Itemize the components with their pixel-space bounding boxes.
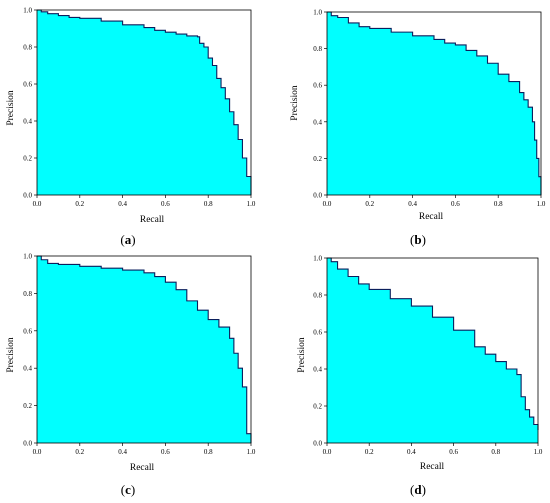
panel-d-x-tick-label: 0.4 [407,448,416,456]
panel-d-y-tick-label: 0.4 [313,366,322,374]
panel-a-frame [36,9,252,196]
panel-b-x-tick-label: 0.2 [365,200,374,208]
panel-d-y-tick-label: 0.2 [313,403,322,411]
panel-c-x-axis-title: Recall [130,463,155,473]
panel-b-y-tick-label: 1.0 [313,9,322,17]
panel-a-y-tick-label: 1.0 [23,7,32,15]
panel-c-x-tick-label: 0.2 [75,448,84,456]
panel-d-y-axis-title: Precision [297,337,307,373]
panel-b-y-tick-label: 0.6 [313,82,322,90]
panel-d-x-tick-label: 0.2 [365,448,374,456]
panel-d-y-tick-label: 0.8 [313,292,322,300]
panel-b-x-tick-label: 0.4 [408,200,417,208]
panel-b-curve-line [327,11,542,195]
panel-d-x-tick-label: 0.8 [491,448,500,456]
panel-d-x-tick-label: 0.0 [323,448,332,456]
panel-a-x-tick-label: 0.8 [204,200,213,208]
panel-d-label: (d) [410,482,426,497]
panel-c-x-tick-label: 0.0 [33,448,42,456]
panel-b-x-tick-label: 0.8 [494,200,503,208]
panel-c-curve-line [37,255,252,443]
panel-c-y-axis-title: Precision [6,337,16,373]
panel-a-y-tick-label: 0.6 [23,81,32,89]
panel-c-y-tick-label: 0.4 [23,365,32,373]
panel-b-x-tick-label: 0.0 [323,200,332,208]
panel-b-x-tick-label: 1.0 [537,200,546,208]
panel-b-y-tick-label: 0.8 [313,45,322,53]
panel-c-y-tick-label: 0.8 [23,290,32,298]
panel-d-y-tick-label: 1.0 [313,255,322,263]
panel-d-area [327,258,538,443]
panel-c-x-tick-label: 1.0 [247,448,256,456]
panel-a-label: (a) [120,232,135,247]
panel-c-x-tick-label: 0.6 [161,448,170,456]
panel-a-y-axis-title: Precision [6,90,16,126]
panel-a-x-tick-label: 1.0 [247,200,256,208]
panel-b-chart: 0.0 0.2 0.4 0.6 0.8 1.0 0.0 0.2 0.4 0.6 0.8 1.0 Reca… [290,9,546,248]
panel-d-curve-line [327,257,539,431]
panel-c-y-tick-label: 0.0 [23,440,32,448]
panel-a-y-tick-label: 0.4 [23,118,32,126]
panel-c-area [37,256,251,443]
panel-a-curve-line [37,9,252,195]
panel-d-y-tick-label: 0.6 [313,329,322,337]
panel-a-chart: 0.0 0.2 0.4 0.6 0.8 1.0 0.0 0.2 0.4 0.6 0.8 1.0 Reca… [6,7,256,248]
panel-c-chart: 0.0 0.2 0.4 0.6 0.8 1.0 0.0 0.2 0.4 0.6 0.8 1.0 Reca… [6,253,256,498]
panel-b-frame [326,11,542,196]
panel-c-y-tick-label: 0.6 [23,327,32,335]
panel-c-x-tick-label: 0.8 [204,448,213,456]
panel-c-frame [36,255,252,444]
panel-d-x-tick-label: 1.0 [534,448,543,456]
panel-d-x-tick-label: 0.6 [449,448,458,456]
panel-b-y-axis-title: Precision [290,85,300,121]
panel-d-y-tick-label: 0.0 [313,440,322,448]
panel-a-area [37,10,251,195]
panel-c-y-tick-label: 0.2 [23,402,32,410]
panel-a-y-tick-label: 0.0 [23,192,32,200]
panel-b-x-tick-label: 0.6 [451,200,460,208]
panel-b-y-tick-label: 0.2 [313,155,322,163]
panel-a-x-tick-label: 0.2 [75,200,84,208]
panel-b-label: (b) [410,232,426,247]
panel-b-x-axis-title: Recall [419,212,444,222]
panel-a-x-tick-label: 0.0 [33,200,42,208]
panel-c-x-tick-label: 0.4 [118,448,127,456]
panel-b-y-tick-label: 0.0 [313,192,322,200]
panel-a-y-tick-label: 0.8 [23,44,32,52]
panel-c-label: (c) [121,482,135,497]
panel-a-x-tick-label: 0.4 [118,200,127,208]
panel-a-x-tick-label: 0.6 [161,200,170,208]
panel-b-y-tick-label: 0.4 [313,118,322,126]
panel-a-x-axis-title: Recall [140,215,165,225]
panel-d-x-axis-title: Recall [420,462,445,472]
panel-d-frame [326,257,539,444]
panel-c-y-tick-label: 1.0 [23,253,32,261]
panel-d-chart: 0.0 0.2 0.4 0.6 0.8 1.0 0.0 0.2 0.4 0.6 0.8 1.0 Reca… [297,255,543,498]
panel-a-y-tick-label: 0.2 [23,155,32,163]
